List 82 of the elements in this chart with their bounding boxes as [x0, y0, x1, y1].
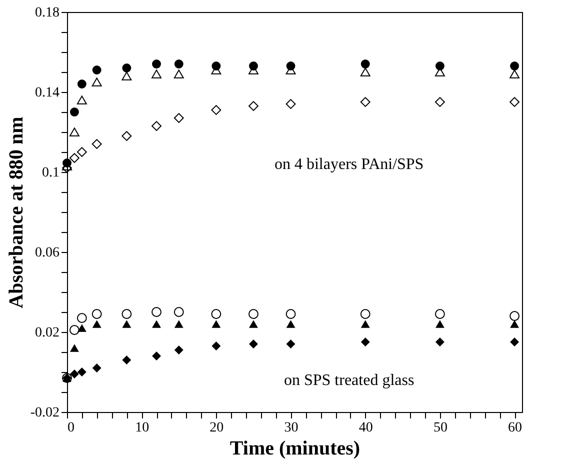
point [77, 80, 86, 88]
x-tick-label: 60 [508, 420, 522, 436]
point [360, 97, 370, 107]
point [435, 62, 444, 70]
point [174, 346, 184, 354]
x-axis-title: Time (minutes) [230, 438, 360, 460]
point [286, 340, 296, 348]
point [92, 364, 102, 372]
point [211, 105, 222, 115]
point [174, 70, 184, 78]
point [510, 97, 520, 107]
point [122, 72, 132, 80]
point [435, 320, 444, 328]
y-tick-label: 0.1 [42, 166, 60, 180]
point [434, 97, 445, 107]
point [152, 60, 161, 68]
point [77, 368, 86, 376]
point [360, 68, 370, 76]
point [174, 320, 184, 328]
point [212, 320, 221, 328]
point [69, 325, 80, 335]
point [286, 320, 296, 328]
point [212, 342, 221, 350]
point [248, 309, 258, 319]
point [249, 340, 258, 348]
point [77, 324, 86, 332]
point [76, 96, 87, 104]
point [510, 320, 520, 328]
point [211, 309, 222, 319]
point [122, 64, 132, 72]
point [76, 147, 87, 157]
point [174, 113, 184, 123]
point [92, 78, 102, 86]
x-tick-label: 20 [210, 420, 224, 436]
point [92, 309, 102, 319]
point [69, 153, 80, 163]
point [122, 131, 132, 141]
x-tick-label: 0 [68, 420, 74, 436]
y-tick-label: 0.14 [35, 86, 60, 100]
point [360, 60, 370, 68]
point [70, 344, 79, 352]
y-axis-title: Absorbance at 880 nm [5, 116, 28, 308]
y-tick-label: -0.02 [30, 406, 60, 420]
point [286, 99, 296, 109]
y-tick-label: 0.06 [35, 246, 60, 260]
point [152, 70, 162, 78]
point [92, 66, 102, 74]
point [152, 352, 161, 360]
x-tick-label: 30 [284, 420, 298, 436]
point [435, 338, 444, 346]
point [152, 121, 162, 131]
point [360, 338, 370, 346]
point [76, 313, 87, 323]
point [152, 307, 162, 317]
point [510, 338, 520, 346]
point [92, 139, 102, 149]
y-tick-label: 0.02 [35, 326, 60, 340]
y-tick-label: 0.18 [35, 6, 60, 20]
point [286, 309, 296, 319]
point [70, 370, 79, 378]
point [248, 101, 258, 111]
point [174, 60, 184, 68]
x-tick-label: 40 [358, 420, 373, 436]
x-tick-label: 10 [135, 420, 150, 436]
point [122, 320, 132, 328]
point [510, 70, 520, 78]
point [70, 108, 79, 116]
point [249, 320, 258, 328]
point [122, 356, 132, 364]
point [174, 307, 184, 317]
point [510, 62, 520, 70]
x-tick-label: 50 [433, 420, 448, 436]
point [69, 128, 80, 136]
point [152, 320, 161, 328]
annotation: on SPS treated glass [284, 372, 414, 389]
annotation: on 4 bilayers PAni/SPS [274, 156, 424, 173]
point [434, 309, 445, 319]
point [92, 320, 102, 328]
point [360, 309, 370, 319]
point [510, 311, 520, 321]
point [360, 320, 370, 328]
point [122, 309, 132, 319]
